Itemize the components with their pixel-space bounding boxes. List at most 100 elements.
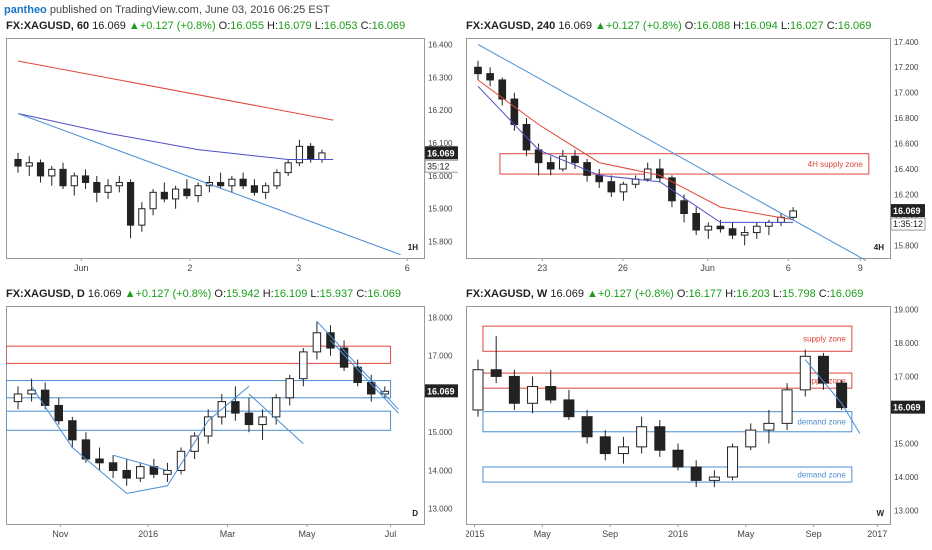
candle bbox=[273, 169, 281, 190]
high-key: H: bbox=[267, 20, 278, 32]
y-tick-label: 15.000 bbox=[894, 440, 919, 449]
publish-header: pantheo published on TradingView.com, Ju… bbox=[4, 4, 330, 16]
low-value: 16.027 bbox=[790, 20, 827, 32]
x-tick-label: 23 bbox=[537, 263, 547, 273]
candle bbox=[472, 359, 484, 417]
candle bbox=[149, 189, 157, 216]
change-value: ▲+0.127 (+0.8%) bbox=[595, 20, 685, 32]
last-price: 16.069 bbox=[92, 20, 129, 32]
candle bbox=[486, 67, 494, 87]
ma-blue bbox=[17, 113, 334, 160]
candle bbox=[285, 374, 294, 406]
x-tick-label: 2016 bbox=[668, 529, 688, 539]
chart-svg[interactable]: 4H supply zone 17.400 17.200 17.000 16.800 16… bbox=[466, 38, 926, 282]
candle bbox=[836, 379, 848, 410]
price-badge: 16.069 bbox=[425, 384, 458, 398]
ema-blue bbox=[477, 85, 794, 223]
chart-panel-240[interactable]: FX:XAGUSD, 240 16.069 ▲+0.127 (+0.8%) O:… bbox=[466, 20, 926, 282]
candle bbox=[70, 172, 78, 196]
plot-frame bbox=[6, 38, 425, 259]
interval-mark: W bbox=[876, 509, 884, 518]
candle bbox=[14, 152, 22, 173]
x-tick-label: Jun bbox=[74, 263, 89, 273]
y-tick-label: 16.300 bbox=[428, 73, 453, 82]
candle bbox=[183, 179, 191, 199]
x-tick-label: Sep bbox=[806, 529, 822, 539]
y-tick-label: 17.000 bbox=[894, 372, 919, 381]
candle bbox=[295, 139, 304, 167]
x-tick-label: May bbox=[534, 529, 552, 539]
chart-panel-60[interactable]: FX:XAGUSD, 60 16.069 ▲+0.127 (+0.8%) O:1… bbox=[6, 20, 458, 282]
candle bbox=[36, 159, 45, 183]
candle bbox=[228, 175, 236, 193]
candle bbox=[250, 179, 258, 196]
author-link[interactable]: pantheo bbox=[4, 4, 47, 16]
chart-panel-d[interactable]: FX:XAGUSD, D 16.069 ▲+0.127 (+0.8%) O:15… bbox=[6, 288, 458, 548]
candle bbox=[312, 321, 322, 360]
candle bbox=[654, 420, 666, 457]
open-value: 16.177 bbox=[688, 288, 726, 300]
candle bbox=[95, 447, 104, 471]
chart-panel-w[interactable]: FX:XAGUSD, W 16.069 ▲+0.127 (+0.8%) O:16… bbox=[466, 288, 926, 548]
y-tick-label: 15.800 bbox=[894, 241, 919, 250]
y-tick-label: 16.400 bbox=[894, 165, 919, 174]
x-tick-label: 2015 bbox=[466, 529, 484, 539]
open-key: O: bbox=[676, 288, 689, 300]
candle bbox=[217, 172, 225, 190]
y-tick-label: 17.000 bbox=[894, 89, 919, 98]
candle bbox=[508, 369, 520, 410]
publish-info: published on TradingView.com, June 03, 2… bbox=[46, 4, 330, 16]
y-tick-label: 19.000 bbox=[894, 306, 919, 314]
x-tick-label: 6 bbox=[786, 263, 791, 273]
ma-line bbox=[804, 359, 861, 434]
zone-box bbox=[6, 345, 392, 364]
symbol-label: FX:XAGUSD, 60 bbox=[6, 20, 93, 32]
candle bbox=[25, 156, 33, 176]
close-value: 16.069 bbox=[829, 288, 864, 300]
y-tick-label: 16.800 bbox=[894, 114, 919, 123]
x-tick-label: 2016 bbox=[138, 529, 158, 539]
trendline bbox=[17, 113, 401, 256]
y-tick-label: 16.400 bbox=[428, 41, 453, 50]
high-key: H: bbox=[733, 20, 745, 32]
x-tick-label: May bbox=[737, 529, 755, 539]
symbol-label: FX:XAGUSD, 240 bbox=[466, 20, 559, 32]
low-key: L: bbox=[310, 288, 320, 300]
plot-frame bbox=[466, 306, 891, 525]
plot-frame bbox=[6, 306, 425, 525]
open-key: O: bbox=[684, 20, 697, 32]
chart-svg[interactable]: 16.400 16.300 16.200 16.100 16.000 15.900 15.8… bbox=[6, 38, 458, 282]
trendline-b bbox=[248, 393, 304, 445]
x-tick-label: 3 bbox=[296, 263, 301, 273]
candle bbox=[122, 458, 131, 486]
low-key: L: bbox=[772, 288, 783, 300]
interval-mark: 4H bbox=[874, 243, 884, 252]
candle bbox=[231, 386, 240, 421]
close-key: C: bbox=[360, 20, 372, 32]
zone-label: supply zone bbox=[803, 335, 846, 344]
candle bbox=[581, 409, 593, 444]
y-tick-label: 13.000 bbox=[428, 505, 453, 514]
x-tick-label: May bbox=[298, 529, 316, 539]
x-tick-label: 2 bbox=[187, 263, 192, 273]
candle bbox=[474, 60, 482, 80]
candle bbox=[599, 430, 611, 461]
zone-box bbox=[6, 410, 392, 431]
candle bbox=[617, 436, 629, 464]
high-value: 16.109 bbox=[273, 288, 311, 300]
cup-arc bbox=[31, 385, 250, 494]
y-tick-label: 15.900 bbox=[428, 205, 453, 214]
last-price: 16.069 bbox=[87, 288, 125, 300]
candle bbox=[262, 182, 270, 199]
candle bbox=[789, 207, 797, 220]
zone-label: 4H supply zone bbox=[808, 160, 864, 169]
high-value: 16.203 bbox=[736, 288, 773, 300]
candle bbox=[619, 181, 628, 201]
candle bbox=[752, 222, 761, 239]
low-value: 16.053 bbox=[323, 20, 361, 32]
svg-text:16.069: 16.069 bbox=[893, 403, 921, 413]
chart-svg[interactable]: 18.00017.00016.00015.00014.00013.00016.0… bbox=[6, 306, 458, 548]
y-tick-label: 17.200 bbox=[894, 63, 919, 72]
candle bbox=[59, 162, 67, 190]
